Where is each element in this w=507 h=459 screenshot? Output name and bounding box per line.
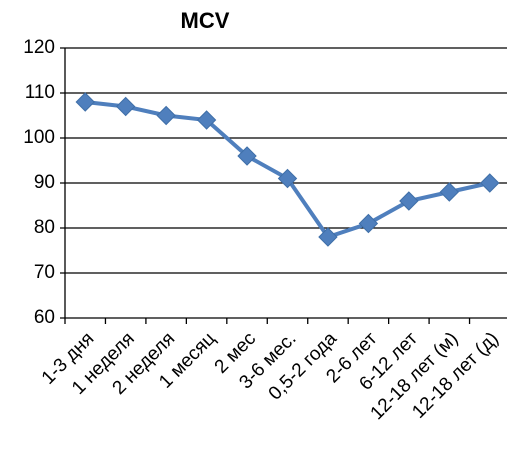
marker bbox=[439, 182, 460, 202]
marker bbox=[196, 110, 217, 130]
y-tick-label: 80 bbox=[34, 217, 55, 238]
y-tick-label: 120 bbox=[23, 37, 55, 58]
marker bbox=[480, 173, 500, 193]
y-tick-label: 110 bbox=[25, 82, 55, 103]
marker bbox=[237, 146, 257, 166]
marker bbox=[399, 191, 419, 211]
y-tick-label: 90 bbox=[34, 172, 55, 193]
marker bbox=[75, 92, 95, 112]
marker bbox=[318, 227, 338, 247]
marker bbox=[115, 96, 136, 117]
marker bbox=[358, 213, 379, 234]
marker bbox=[156, 105, 176, 126]
marker bbox=[277, 168, 298, 189]
y-tick-label: 100 bbox=[23, 127, 55, 148]
y-tick-label: 70 bbox=[34, 262, 55, 283]
y-tick-label: 60 bbox=[34, 307, 55, 328]
chart-title: MCV bbox=[181, 8, 230, 33]
